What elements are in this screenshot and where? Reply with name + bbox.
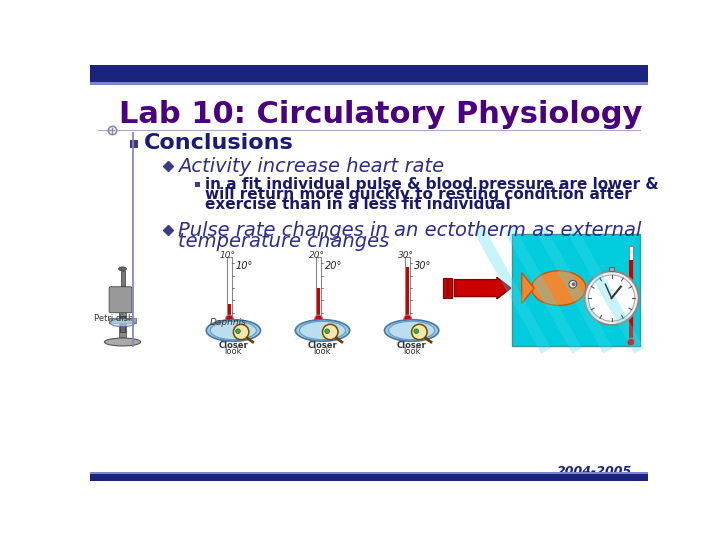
Text: Daphnis: Daphnis xyxy=(210,318,246,327)
Circle shape xyxy=(627,338,635,346)
Text: exercise than in a less fit individual: exercise than in a less fit individual xyxy=(204,198,510,212)
Circle shape xyxy=(233,325,249,340)
Text: temperature changes: temperature changes xyxy=(179,232,390,251)
Text: 20°: 20° xyxy=(325,261,342,271)
Text: look: look xyxy=(225,347,242,356)
Ellipse shape xyxy=(300,321,346,340)
Bar xyxy=(448,278,452,298)
Ellipse shape xyxy=(389,321,435,340)
Ellipse shape xyxy=(104,338,140,346)
Bar xyxy=(317,288,320,319)
Text: look: look xyxy=(314,347,331,356)
Circle shape xyxy=(404,315,412,323)
Text: Closer: Closer xyxy=(307,341,338,350)
Bar xyxy=(228,257,232,319)
Ellipse shape xyxy=(206,320,261,341)
Circle shape xyxy=(325,329,330,334)
Bar xyxy=(194,182,200,187)
Bar xyxy=(228,303,231,319)
Text: Closer: Closer xyxy=(397,341,426,350)
Text: will return more quickly to resting condition after: will return more quickly to resting cond… xyxy=(204,187,631,202)
Ellipse shape xyxy=(532,271,586,306)
FancyBboxPatch shape xyxy=(109,287,132,313)
Bar xyxy=(316,257,321,319)
Polygon shape xyxy=(522,273,534,303)
Text: look: look xyxy=(403,347,420,356)
Bar xyxy=(90,65,648,82)
Circle shape xyxy=(569,280,577,288)
Circle shape xyxy=(235,329,240,334)
Bar xyxy=(444,278,446,298)
Text: Petri dish: Petri dish xyxy=(94,314,133,323)
Bar xyxy=(130,140,138,148)
Text: 30°: 30° xyxy=(397,251,414,260)
Circle shape xyxy=(572,282,575,286)
Circle shape xyxy=(225,315,233,323)
Ellipse shape xyxy=(210,321,256,340)
Text: Lab 10: Circulatory Physiology: Lab 10: Circulatory Physiology xyxy=(120,99,643,129)
Text: Closer: Closer xyxy=(218,341,248,350)
Ellipse shape xyxy=(119,267,127,271)
Bar xyxy=(120,315,125,332)
Text: 2004-2005: 2004-2005 xyxy=(557,465,632,478)
Text: Pulse rate changes in an ectotherm as external: Pulse rate changes in an ectotherm as ex… xyxy=(179,221,642,240)
Ellipse shape xyxy=(295,320,350,341)
Bar xyxy=(109,318,136,323)
Bar xyxy=(90,82,648,85)
Circle shape xyxy=(585,271,639,325)
Text: Activity increase heart rate: Activity increase heart rate xyxy=(179,157,444,176)
Circle shape xyxy=(315,315,323,323)
Text: 10°: 10° xyxy=(235,261,253,271)
Bar xyxy=(90,472,648,475)
Ellipse shape xyxy=(110,319,135,327)
Text: 10°: 10° xyxy=(220,251,235,260)
Bar xyxy=(120,304,126,336)
Bar xyxy=(405,257,410,319)
Text: in a fit individual pulse & blood pressure are lower &: in a fit individual pulse & blood pressu… xyxy=(204,178,658,192)
Circle shape xyxy=(588,275,635,321)
Text: Conclusions: Conclusions xyxy=(144,133,294,153)
Bar xyxy=(120,272,125,286)
Text: 20°: 20° xyxy=(309,251,325,260)
Bar xyxy=(406,267,409,319)
Circle shape xyxy=(323,325,338,340)
Bar xyxy=(629,246,634,342)
FancyArrow shape xyxy=(454,278,510,299)
Text: 30°: 30° xyxy=(414,261,431,271)
Circle shape xyxy=(412,325,427,340)
Circle shape xyxy=(414,329,418,334)
Bar xyxy=(629,260,632,342)
Bar xyxy=(609,267,614,271)
FancyBboxPatch shape xyxy=(513,234,640,346)
Bar xyxy=(90,475,648,481)
Ellipse shape xyxy=(384,320,438,341)
